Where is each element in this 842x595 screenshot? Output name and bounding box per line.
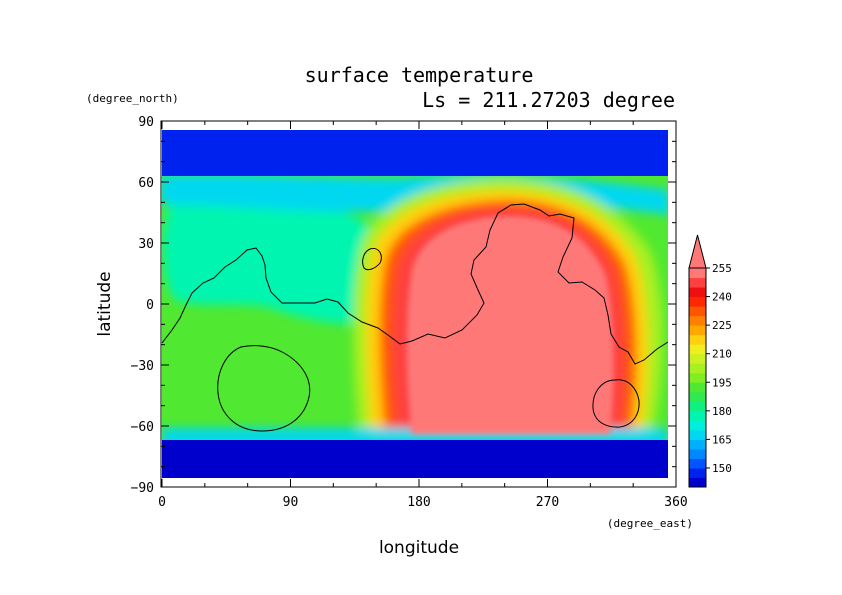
colorbar-swatch [689,477,706,488]
y-unit-label: (degree_north) [86,92,179,105]
colorbar-swatch [689,467,706,478]
x-unit-label: (degree_east) [607,517,693,530]
y-tick-label: 0 [146,298,154,313]
continent-outline [161,203,669,365]
x-axis-title: longitude [379,538,459,558]
colorbar-swatch [689,429,706,440]
colorbar-swatch [689,382,706,393]
colorbar-swatch [689,410,706,421]
colorbar-label: 180 [712,405,732,418]
chart-subtitle: Ls = 211.27203 degree [422,88,675,112]
crater-outline-argyre [592,379,640,428]
colorbar-swatch [689,448,706,459]
colorbar-label: 165 [712,433,732,446]
colorbar-swatch [689,325,706,336]
colorbar-label: 240 [712,291,732,304]
y-axis: 90 60 30 0 −30 −60 −90 [131,115,676,496]
colorbar-swatch [689,277,706,288]
field-polar-south [162,440,668,478]
colorbar-label: 210 [712,348,732,361]
y-tick-label: −90 [131,481,154,496]
colorbar-swatch [689,458,706,469]
topography-contours [161,203,669,432]
chart-title: surface temperature [305,63,534,87]
temperature-field [162,130,668,478]
y-tick-label: 30 [138,237,154,252]
y-axis-title: latitude [95,271,115,336]
small-outline [362,247,382,271]
colorbar-swatch [689,391,706,402]
colorbar-swatch [689,296,706,307]
colorbar-swatch [689,334,706,345]
colorbar-swatch [689,268,706,279]
x-tick-label: 180 [407,495,430,510]
colorbar-label: 150 [712,462,732,475]
x-tick-label: 90 [283,495,299,510]
x-tick-label: 270 [536,495,559,510]
colorbar-swatch [689,420,706,431]
colorbar-swatch [689,344,706,355]
colorbar-swatch [689,372,706,383]
crater-outline-hellas [217,345,311,432]
field-tropics-west [163,195,389,324]
x-tick-label: 360 [664,495,687,510]
colorbar-swatch [689,363,706,374]
colorbar-swatch [689,439,706,450]
field-polar-north [162,130,668,176]
colorbar-extend-arrow [688,234,707,269]
field-warm-region [406,216,614,434]
y-tick-label: −30 [131,359,154,374]
colorbar-swatch [689,287,706,298]
colorbar-swatch [689,306,706,317]
y-tick-label: −60 [131,420,154,435]
colorbar-label: 195 [712,376,732,389]
colorbar-swatch [689,315,706,326]
colorbar-label: 225 [712,319,732,332]
y-tick-label: 60 [138,176,154,191]
colorbar: 150 165 180 195 210 225 240 255 [688,234,732,488]
colorbar-swatch [689,401,706,412]
x-tick-label: 0 [158,495,166,510]
x-axis: 0 90 180 270 360 [158,121,688,510]
y-tick-label: 90 [138,115,154,130]
colorbar-frame [688,267,707,488]
colorbar-swatch [689,353,706,364]
colorbar-label: 255 [712,262,732,275]
